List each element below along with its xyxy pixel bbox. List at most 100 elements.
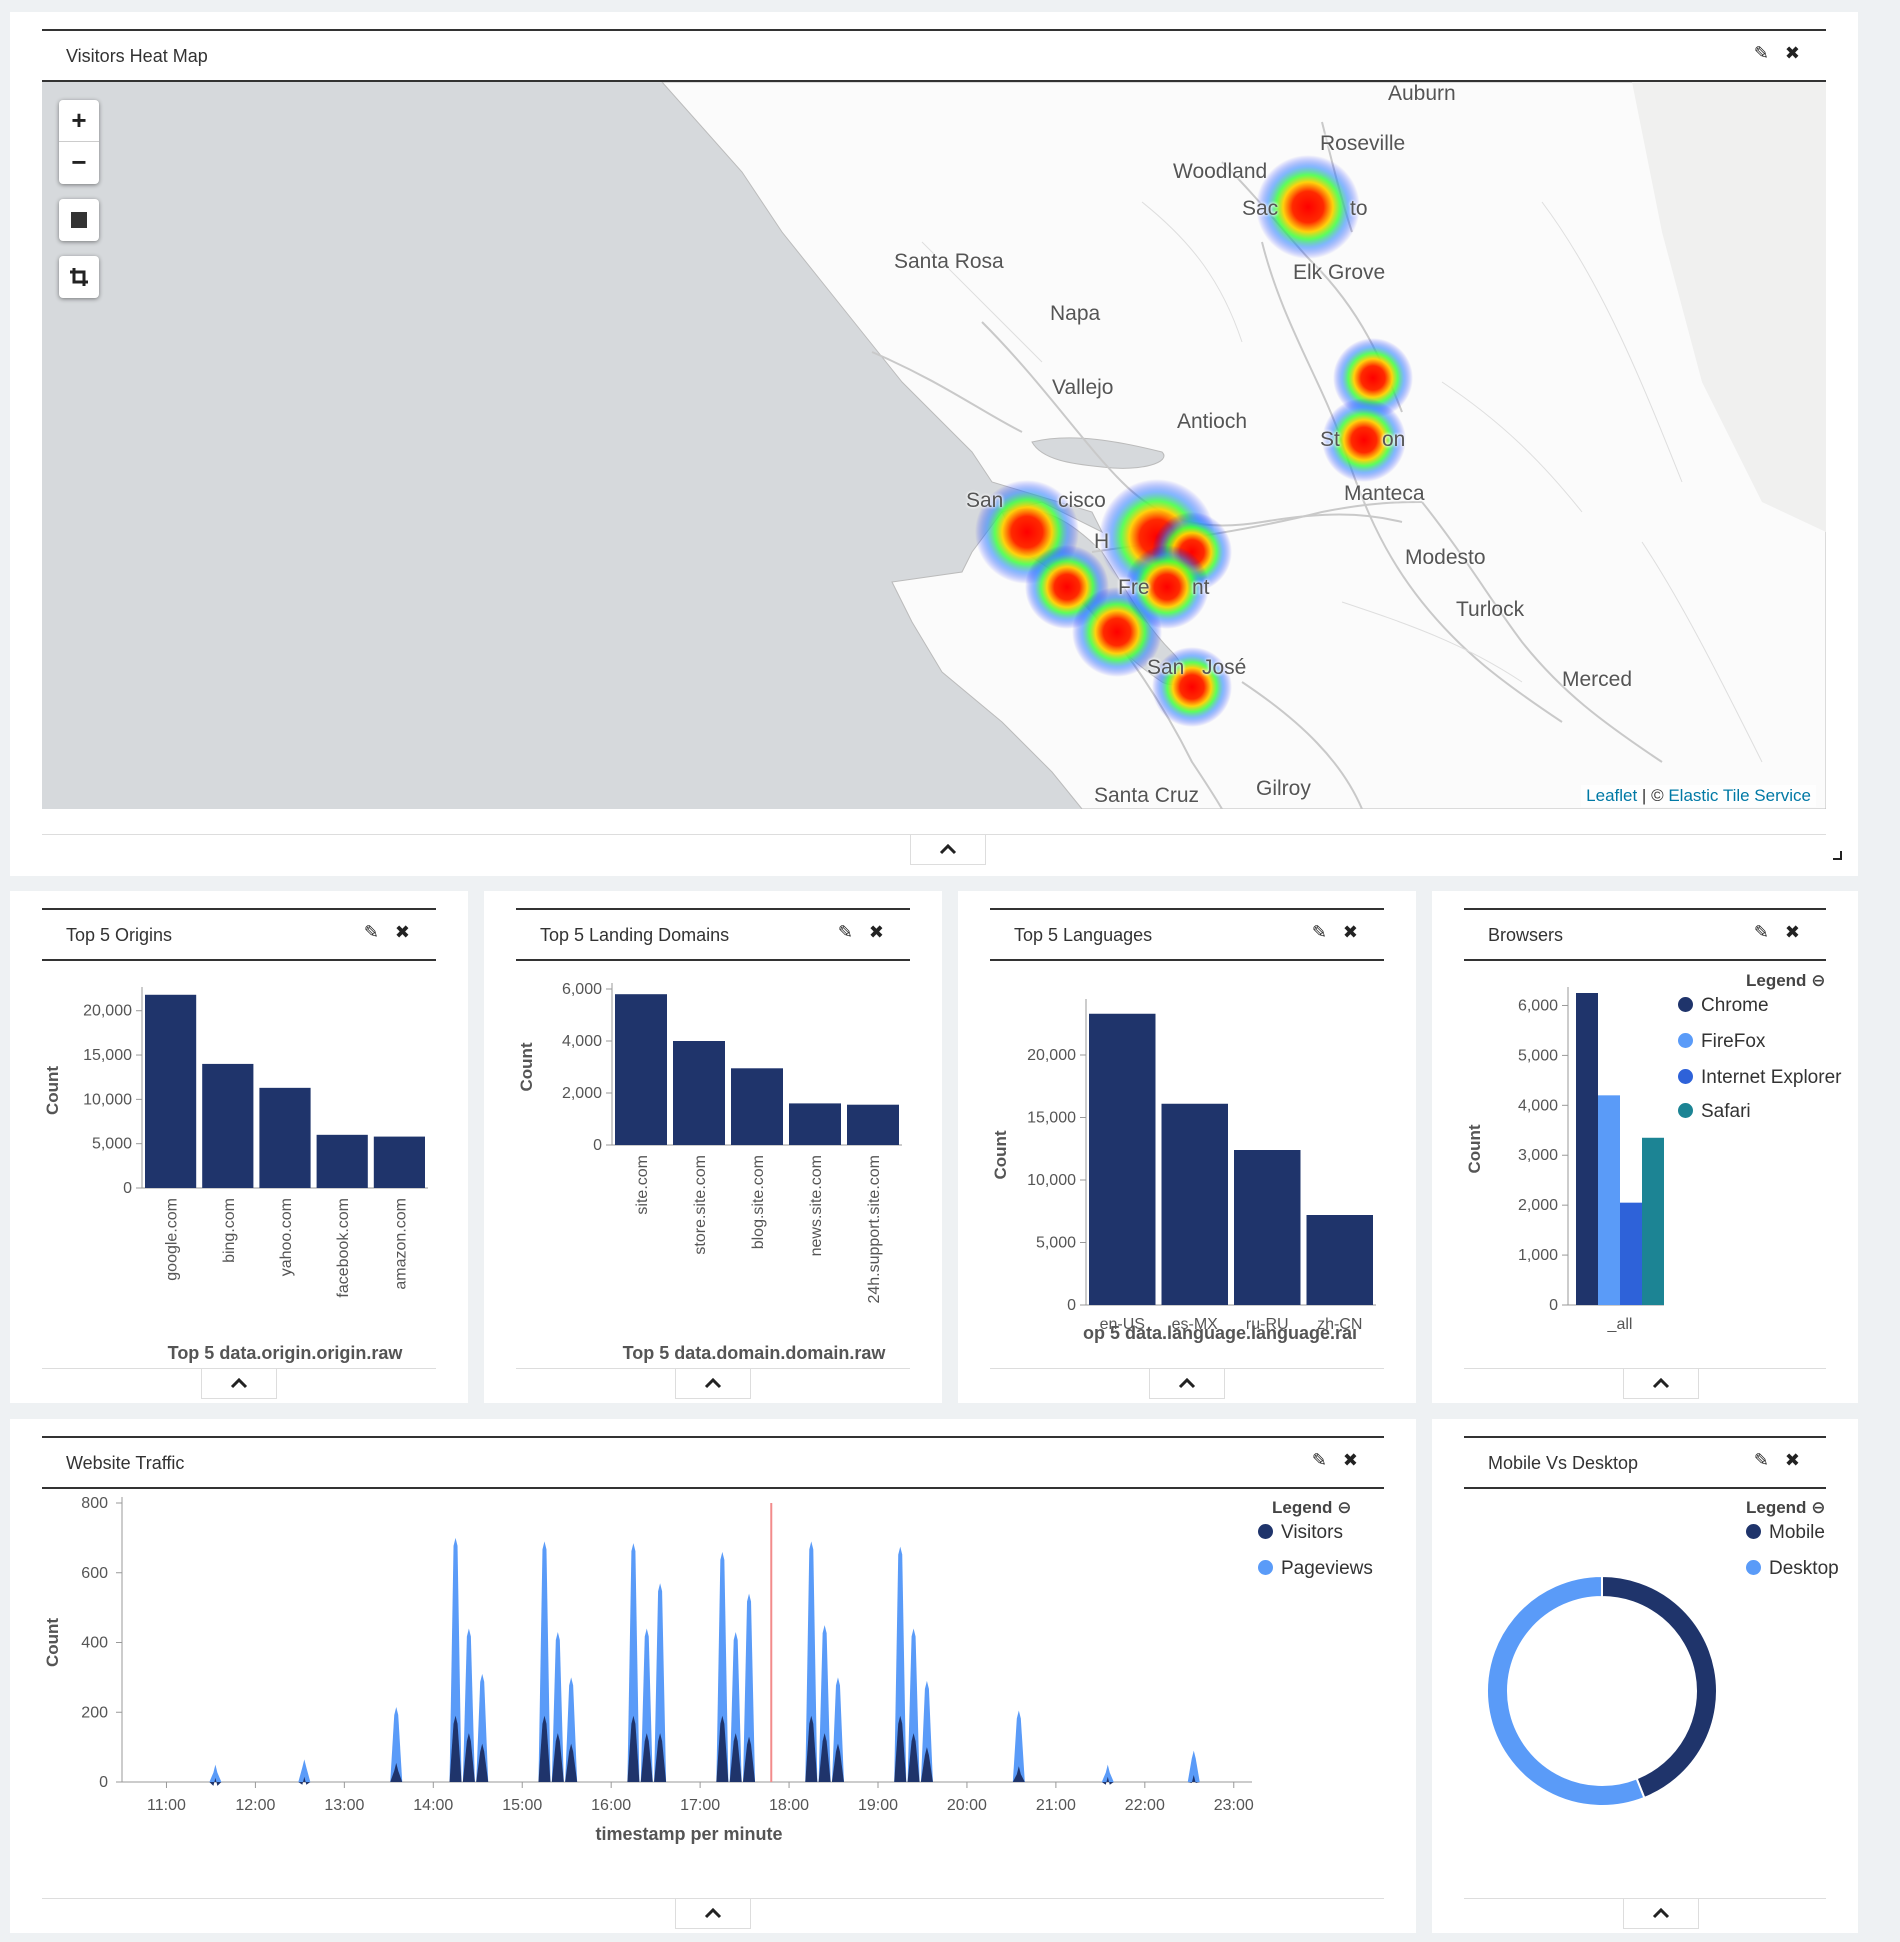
city-label: Modesto [1405,546,1486,569]
area-peak [1101,1764,1114,1782]
heatmap-panel-header: Visitors Heat Map ✎ ✖ [42,29,1826,82]
fit-bounds-button[interactable] [59,256,99,298]
x-tick-label: news.site.com [808,1155,825,1256]
y-tick-label: 0 [1549,1297,1558,1314]
city-label: St [1320,428,1340,451]
y-axis-title: Count [517,1042,536,1091]
map-attribution: Leaflet | © Elastic Tile Service [1581,785,1816,807]
edit-pencil-icon[interactable]: ✎ [1753,43,1769,63]
area-peak [729,1733,742,1782]
traffic-area-chart: 0 200 400 600 800 Count 11:00 12:00 13:00 14:00 15… [43,1495,1254,1844]
traffic-panel-header: Website Traffic ✎ ✖ [42,1436,1384,1489]
legend-toggle[interactable]: Legend ⊖ [1746,1498,1825,1518]
legend-item-chrome[interactable]: Chrome [1678,995,1769,1017]
close-icon[interactable]: ✖ [394,922,410,942]
legend-item-ie[interactable]: Internet Explorer [1678,1067,1841,1089]
area-peak [462,1628,475,1782]
close-icon[interactable]: ✖ [1784,922,1800,942]
zoom-out-button[interactable]: − [59,141,99,183]
browsers-bar-chart: 0 1,000 2,000 3,000 4,000 5,000 6,000 Count _all [1465,987,1664,1333]
close-icon[interactable]: ✖ [1784,43,1800,63]
edit-pencil-icon[interactable]: ✎ [1753,922,1769,942]
close-icon[interactable]: ✖ [868,922,884,942]
y-tick-label: 10,000 [83,1091,132,1108]
legend-item-visitors[interactable]: Visitors [1258,1522,1343,1544]
area-peak [565,1677,578,1782]
edit-pencil-icon[interactable]: ✎ [1311,922,1327,942]
y-tick-label: 20,000 [83,1003,132,1020]
attribution-separator: | © [1637,786,1669,805]
legend-item-safari[interactable]: Safari [1678,1101,1751,1123]
area-peak [894,1715,907,1782]
area-peak [1012,1766,1025,1782]
y-tick-label: 0 [123,1180,132,1197]
resize-handle-icon[interactable] [1832,850,1842,860]
edit-pencil-icon[interactable]: ✎ [363,922,379,942]
x-tick-label: 23:00 [1214,1797,1254,1814]
collapse-button[interactable] [201,1369,277,1399]
collapse-button[interactable] [1623,1369,1699,1399]
origins-panel-body: Top 5 Origins ✎ ✖ 0 5,000 10,000 15,000 20,0… [42,908,436,1403]
legend-item-firefox[interactable]: FireFox [1678,1031,1765,1053]
pie-slice [1601,1574,1718,1800]
edit-pencil-icon[interactable]: ✎ [1311,1450,1327,1470]
domains-panel: Top 5 Landing Domains ✎ ✖ 0 2,000 4,000 6,0… [484,891,942,1403]
collapse-button[interactable] [1623,1899,1699,1929]
collapse-button[interactable] [910,835,986,865]
y-tick-label: 5,000 [92,1136,132,1153]
y-tick-label: 0 [99,1774,108,1791]
collapse-button[interactable] [1149,1369,1225,1399]
panel-title: Top 5 Landing Domains [540,925,730,945]
close-icon[interactable]: ✖ [1342,1450,1358,1470]
x-tick-label: blog.site.com [750,1155,767,1249]
panel-footer-divider [1464,1368,1826,1369]
bar [259,1087,311,1188]
chevron-up-icon [1652,1907,1670,1919]
legend-title: Legend [1746,971,1807,990]
area-peak [538,1541,551,1782]
legend-item-mobile[interactable]: Mobile [1746,1522,1825,1544]
x-tick-label: facebook.com [335,1198,352,1298]
legend-dot [1258,1524,1273,1539]
legend-toggle[interactable]: Legend ⊖ [1272,1498,1351,1518]
x-axis-title: Top 5 data.origin.origin.raw [168,1343,404,1363]
collapse-button[interactable] [675,1899,751,1929]
draw-rectangle-button[interactable] [59,199,99,241]
zoom-in-button[interactable]: + [71,105,87,135]
languages-panel: Top 5 Languages ✎ ✖ 0 5,000 10,000 15,000 20… [958,891,1416,1403]
languages-bar-chart: 0 5,000 10,000 15,000 20,000 Count en-US es-MX r… [991,999,1376,1343]
x-tick-label: 16:00 [591,1797,631,1814]
leaflet-link[interactable]: Leaflet [1586,786,1638,805]
y-tick-label: 0 [593,1137,602,1154]
heat-map[interactable]: Auburn Roseville Woodland Sac to Elk Gro… [42,82,1826,809]
origins-bar-chart: 0 5,000 10,000 15,000 20,000 Count google.com b… [43,987,428,1363]
area-peak [476,1673,489,1782]
y-tick-label: 2,000 [1518,1197,1558,1214]
legend-title: Legend [1272,1498,1333,1517]
area-peak [920,1680,933,1782]
legend-item-desktop[interactable]: Desktop [1746,1558,1839,1580]
close-icon[interactable]: ✖ [1342,922,1358,942]
x-tick-label: bing.com [221,1198,238,1263]
x-tick-label: 11:00 [147,1797,186,1814]
area-peak [831,1743,844,1782]
panel-actions: ✎ ✖ [1312,922,1358,943]
x-tick-label: 20:00 [947,1797,987,1814]
edit-pencil-icon[interactable]: ✎ [1753,1450,1769,1470]
legend-toggle[interactable]: Legend ⊖ [1746,971,1825,991]
panel-actions: ✎ ✖ [1312,1450,1358,1471]
y-tick-label: 15,000 [83,1047,132,1064]
chevron-up-icon [1652,1377,1670,1389]
panel-title: Website Traffic [66,1453,185,1473]
area-peak [476,1743,489,1782]
close-icon[interactable]: ✖ [1784,1450,1800,1470]
tile-service-link[interactable]: Elastic Tile Service [1668,786,1811,805]
area-peak [462,1733,475,1782]
collapse-button[interactable] [675,1369,751,1399]
chevron-up-icon [704,1907,722,1919]
edit-pencil-icon[interactable]: ✎ [837,922,853,942]
legend-item-pageviews[interactable]: Pageviews [1258,1558,1373,1580]
city-label: cisco [1058,489,1106,512]
x-tick-label: 19:00 [858,1797,898,1814]
legend-dot [1746,1560,1761,1575]
